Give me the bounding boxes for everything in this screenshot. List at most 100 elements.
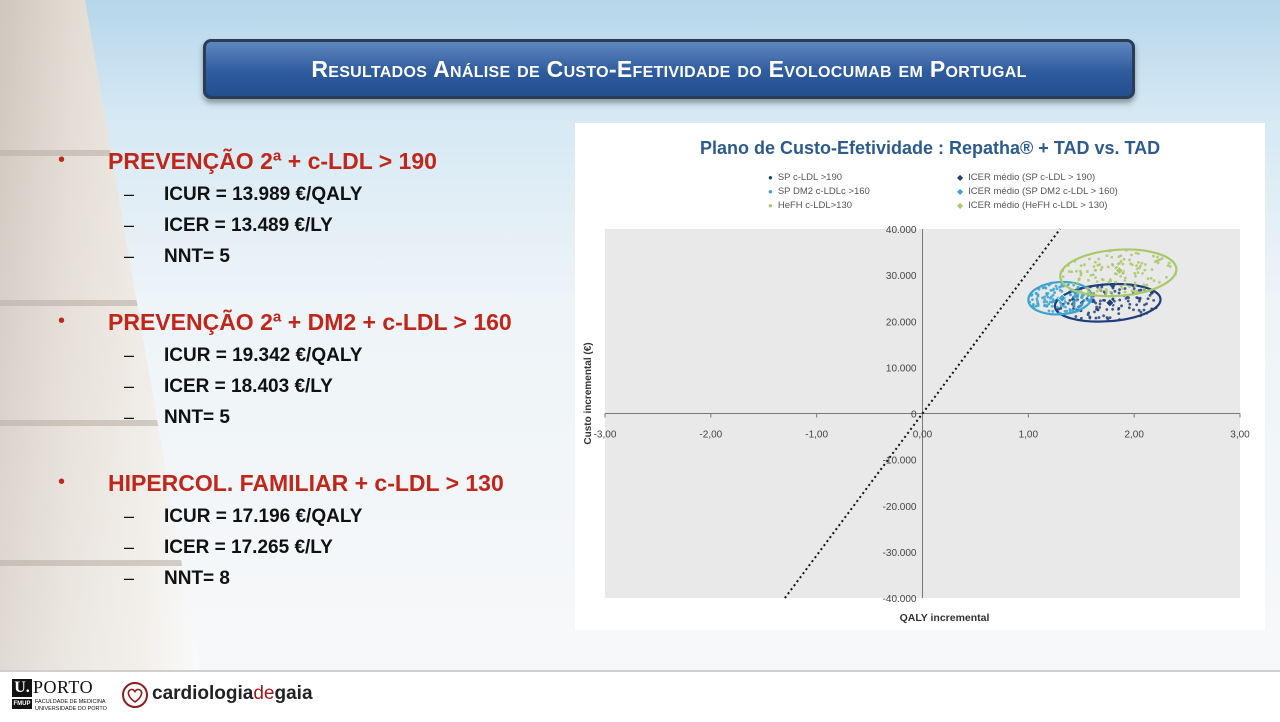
scatter-point <box>1117 291 1121 295</box>
scatter-point <box>1141 272 1144 275</box>
scatter-point <box>1072 295 1075 299</box>
footer-bar <box>0 670 1280 722</box>
group-3-nnt: NNT= 8 <box>164 568 230 589</box>
scatter-point <box>1133 281 1137 285</box>
scatter-point <box>1074 307 1078 311</box>
x-tick-label: 0,00 <box>913 430 933 441</box>
bullet-marker: • <box>58 310 66 332</box>
scatter-point <box>1055 305 1059 309</box>
scatter-point <box>1100 265 1104 269</box>
group-3-icer: ICER = 17.265 €/LY <box>164 537 333 558</box>
scatter-point <box>1119 259 1123 263</box>
dash-marker: – <box>124 184 135 204</box>
scatter-point <box>1072 303 1076 307</box>
scatter-point <box>1092 265 1096 268</box>
scatter-point <box>1117 312 1121 316</box>
scatter-point <box>1127 306 1131 310</box>
scatter-point <box>1074 315 1078 318</box>
x-tick-label: -3,00 <box>594 430 617 441</box>
scatter-point <box>1092 300 1096 303</box>
scatter-point <box>1047 309 1051 313</box>
scatter-point <box>1100 277 1104 281</box>
x-axis-label: QALY incremental <box>900 612 990 624</box>
scatter-point <box>1046 291 1050 295</box>
scatter-point <box>1089 273 1093 277</box>
group-3-icur: ICUR = 17.196 €/QALY <box>164 506 363 527</box>
scatter-point <box>1069 293 1072 297</box>
scatter-point <box>1071 308 1075 312</box>
scatter-point <box>1079 316 1083 320</box>
scatter-point <box>1105 308 1109 311</box>
fmup-badge: FMUP <box>12 699 32 709</box>
scatter-point <box>1031 302 1035 306</box>
scatter-point <box>1166 264 1170 267</box>
scatter-point <box>1067 270 1071 273</box>
scatter-point <box>1152 279 1156 282</box>
scatter-point <box>1119 274 1123 278</box>
scatter-point <box>1058 285 1061 289</box>
scatter-point <box>1135 303 1139 307</box>
scatter-point <box>1074 269 1078 273</box>
scatter-point <box>1150 291 1154 295</box>
scatter-point <box>1055 287 1059 291</box>
scatter-point <box>1126 299 1130 303</box>
scatter-point <box>1148 294 1152 297</box>
legend-entry-dm2-mean: ◆ ICER médio (SP DM2 c-LDL > 160) <box>957 186 1118 197</box>
scatter-point <box>1132 287 1136 290</box>
scatter-point <box>1157 280 1161 284</box>
bullet-marker: • <box>58 149 66 171</box>
scatter-point <box>1043 295 1046 299</box>
scatter-point <box>1168 265 1172 268</box>
scatter-point <box>1096 308 1100 312</box>
scatter-point <box>1152 254 1155 258</box>
scatter-point <box>1123 276 1127 280</box>
scatter-point <box>1061 275 1065 278</box>
legend-entry-sp: ● SP c-LDL >190 <box>768 172 843 183</box>
scatter-point <box>1050 304 1054 308</box>
scatter-point <box>1135 267 1139 271</box>
scatter-point <box>1123 279 1127 283</box>
scatter-point <box>1105 254 1109 258</box>
bullet-marker: • <box>58 471 66 493</box>
scatter-point <box>1079 264 1083 268</box>
scatter-point <box>1052 299 1056 303</box>
slide-title-box: Resultados Análise de Custo-Efetividade … <box>203 39 1135 99</box>
scatter-point <box>1066 301 1070 305</box>
scatter-point <box>1104 292 1108 296</box>
scatter-point <box>1098 305 1102 309</box>
scatter-point <box>1096 263 1100 267</box>
scatter-point <box>1138 264 1142 268</box>
scatter-point <box>1136 271 1140 274</box>
scatter-point <box>1045 300 1049 304</box>
scatter-point <box>1099 268 1103 272</box>
scatter-point <box>1150 268 1154 271</box>
scatter-point <box>1054 284 1058 288</box>
x-tick-label: 2,00 <box>1124 430 1144 441</box>
scatter-point <box>1146 297 1150 301</box>
scatter-point <box>1121 287 1125 291</box>
cardiologia-gaia-brand: cardiologiadegaia <box>152 683 313 704</box>
scatter-point <box>1133 284 1137 288</box>
scatter-point <box>1130 289 1134 293</box>
scatter-point <box>1124 296 1128 300</box>
scatter-point <box>1063 300 1067 304</box>
dash-marker: – <box>124 537 135 557</box>
dash-marker: – <box>124 345 135 365</box>
scatter-point <box>1132 308 1135 312</box>
y-tick-label: 0 <box>911 410 917 421</box>
scatter-point <box>1155 259 1158 263</box>
scatter-point <box>1137 261 1140 264</box>
scatter-point <box>1034 291 1038 295</box>
uporto-name: PORTO <box>33 677 94 697</box>
scatter-point <box>1117 307 1120 311</box>
scatter-point <box>1143 263 1147 266</box>
scatter-point <box>1097 257 1101 261</box>
scatter-point <box>1118 288 1121 292</box>
scatter-point <box>1142 308 1146 312</box>
x-tick-label: -1,00 <box>805 430 828 441</box>
scatter-point <box>1086 287 1089 291</box>
scatter-point <box>1113 289 1117 293</box>
mean-icer-marker <box>1057 293 1067 303</box>
scatter-point <box>1108 316 1112 320</box>
scatter-point <box>1138 266 1141 270</box>
